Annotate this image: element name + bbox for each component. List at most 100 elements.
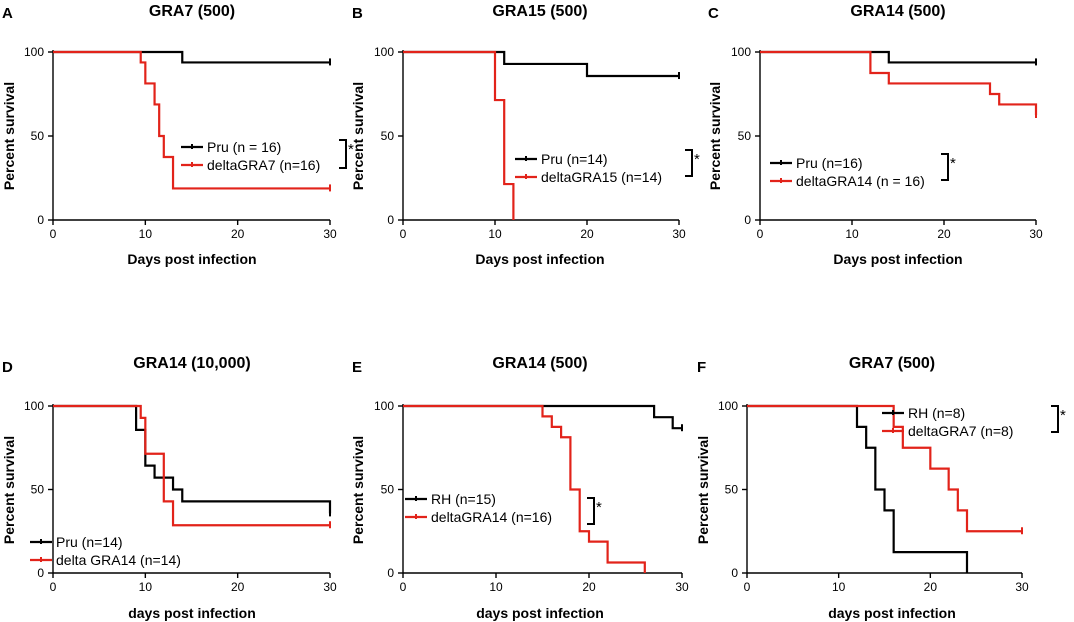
panel-letter: F <box>697 359 706 376</box>
legend: Pru (n=16) deltaGRA14 (n = 16) <box>770 155 925 189</box>
significance-bracket <box>1051 405 1059 433</box>
y-tick-label: 0 <box>731 566 738 580</box>
x-tick-label: 20 <box>580 227 594 241</box>
y-axis-label: Percent survival <box>695 436 711 544</box>
legend-label: RH (n=15) <box>431 491 496 507</box>
y-tick-label: 100 <box>374 399 394 413</box>
panel-letter: D <box>2 359 13 376</box>
legend-label: Pru (n=14) <box>56 534 123 550</box>
survival-curve-knockout <box>403 50 515 220</box>
x-tick-label: 10 <box>845 227 859 241</box>
significance-label: * <box>694 151 700 168</box>
survival-curve-control <box>53 404 332 514</box>
legend-label: deltaGRA14 (n = 16) <box>796 173 925 189</box>
y-axis-label: Percent survival <box>350 436 366 544</box>
survival-curve-knockout <box>53 50 330 190</box>
survival-curve-control <box>760 50 1036 64</box>
x-tick-label: 10 <box>139 227 153 241</box>
survival-curve-control <box>53 50 330 64</box>
y-tick-label: 50 <box>31 129 45 143</box>
y-tick-label: 50 <box>725 483 739 497</box>
legend-label: Pru (n=16) <box>796 155 863 171</box>
x-tick-label: 10 <box>832 580 846 594</box>
x-tick-label: 0 <box>400 227 407 241</box>
panel-b: B GRA15 (500) 0 50 100 0 10 20 30 Days post infec… <box>350 3 700 267</box>
significance-label: * <box>1060 407 1066 424</box>
x-tick-label: 0 <box>757 227 764 241</box>
y-axis-label: Percent survival <box>350 82 366 190</box>
panel-a: A GRA7 (500) 0 50 100 0 10 20 30 Days post infect… <box>1 3 354 267</box>
panel-c: C GRA14 (500) 0 50 100 0 10 20 30 Days post infec… <box>707 3 1043 267</box>
panel-e: E GRA14 (500) 0 50 100 0 10 20 30 days post infec… <box>350 355 689 621</box>
y-tick-label: 0 <box>37 213 44 227</box>
x-tick-label: 30 <box>1015 580 1029 594</box>
y-tick-label: 0 <box>37 566 44 580</box>
survival-curve-knockout <box>747 404 1022 533</box>
y-tick-label: 0 <box>387 566 394 580</box>
y-tick-label: 50 <box>381 483 395 497</box>
x-axis-label: days post infection <box>828 605 956 621</box>
panel-f: F GRA7 (500) 0 50 100 0 10 20 30 days post infect… <box>695 355 1066 621</box>
panel-title: GRA14 (500) <box>492 355 587 372</box>
legend-label: deltaGRA15 (n=14) <box>541 169 662 185</box>
x-axis-label: Days post infection <box>475 251 604 267</box>
legend: Pru (n=14) deltaGRA15 (n=14) <box>515 151 662 185</box>
survival-curve-knockout <box>760 50 1038 115</box>
x-axis-label: days post infection <box>128 605 256 621</box>
legend-label: deltaGRA7 (n=8) <box>908 423 1013 439</box>
y-tick-label: 50 <box>31 483 45 497</box>
x-tick-label: 30 <box>323 227 337 241</box>
y-tick-label: 100 <box>718 399 738 413</box>
significance-label: * <box>596 499 602 516</box>
x-axis-label: Days post infection <box>833 251 962 267</box>
panel-title: GRA14 (500) <box>850 3 945 20</box>
survival-curve-control <box>403 404 682 430</box>
x-tick-label: 30 <box>323 580 337 594</box>
significance-bracket <box>339 139 347 169</box>
significance-bracket <box>587 497 595 525</box>
y-tick-label: 50 <box>738 129 752 143</box>
x-tick-label: 30 <box>675 580 689 594</box>
x-axis-label: Days post infection <box>127 251 256 267</box>
x-tick-label: 0 <box>50 580 57 594</box>
legend: Pru (n = 16) deltaGRA7 (n=16) <box>181 139 320 173</box>
x-tick-label: 20 <box>231 227 245 241</box>
panel-letter: E <box>352 359 362 376</box>
y-axis-label: Percent survival <box>1 82 17 190</box>
x-axis-label: days post infection <box>476 605 604 621</box>
significance-bracket <box>941 153 949 181</box>
panel-title: GRA14 (10,000) <box>133 355 250 372</box>
legend: RH (n=8) deltaGRA7 (n=8) <box>882 405 1013 439</box>
legend-label: RH (n=8) <box>908 405 965 421</box>
x-tick-label: 20 <box>231 580 245 594</box>
legend-label: deltaGRA14 (n=16) <box>431 509 552 525</box>
x-tick-label: 10 <box>139 580 153 594</box>
y-tick-label: 100 <box>374 45 394 59</box>
legend-label: deltaGRA7 (n=16) <box>207 157 320 173</box>
legend: Pru (n=14) delta GRA14 (n=14) <box>30 534 181 568</box>
x-tick-label: 10 <box>489 580 503 594</box>
legend-label: Pru (n = 16) <box>207 139 281 155</box>
significance-label: * <box>348 141 354 158</box>
panel-d: D GRA14 (10,000) 0 50 100 0 10 20 30 days post in… <box>1 355 337 621</box>
y-tick-label: 100 <box>24 399 44 413</box>
y-axis-label: Percent survival <box>707 82 723 190</box>
y-tick-label: 50 <box>381 129 395 143</box>
x-tick-label: 20 <box>924 580 938 594</box>
y-tick-label: 0 <box>744 213 751 227</box>
legend: RH (n=15) deltaGRA14 (n=16) <box>405 491 552 525</box>
panel-title: GRA7 (500) <box>849 355 935 372</box>
x-tick-label: 0 <box>744 580 751 594</box>
panel-letter: B <box>352 5 363 22</box>
y-tick-label: 100 <box>731 45 751 59</box>
y-tick-label: 100 <box>24 45 44 59</box>
y-axis-label: Percent survival <box>1 436 17 544</box>
significance-bracket <box>685 149 693 177</box>
panel-letter: A <box>2 5 13 22</box>
x-tick-label: 0 <box>50 227 57 241</box>
survival-curve-knockout <box>403 404 646 573</box>
x-tick-label: 30 <box>672 227 686 241</box>
x-tick-label: 20 <box>582 580 596 594</box>
significance-label: * <box>950 155 956 172</box>
